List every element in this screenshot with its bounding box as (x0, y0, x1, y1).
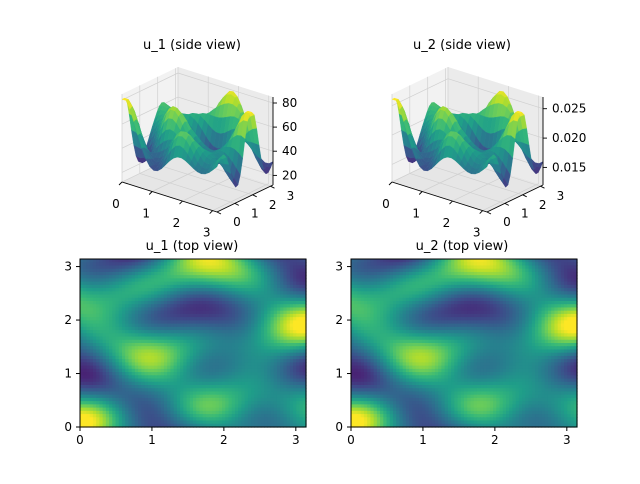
x-tick-label: 0 (112, 197, 120, 211)
y-tick-label: 0 (503, 215, 511, 229)
y-tick-mark (217, 212, 221, 214)
z-tick-label: 0.025 (552, 102, 586, 116)
x-tick-label: 3 (203, 226, 211, 240)
x-tick-mark (119, 182, 122, 185)
x-tick-label: 2 (220, 433, 228, 447)
y-tick-label: 2 (539, 198, 547, 212)
z-tick-label: 0.015 (552, 160, 586, 174)
z-tick-label: 80 (282, 96, 297, 110)
x-tick-label: 1 (412, 207, 420, 221)
y-tick-label: 1 (251, 206, 259, 220)
x-tick-label: 3 (473, 226, 481, 240)
y-tick-label: 3 (557, 189, 565, 203)
x-tick-mark (480, 211, 483, 214)
panel-title-u2-side: u_2 (side view) (413, 38, 511, 53)
x-tick-label: 2 (173, 216, 181, 230)
y-tick-label: 1 (521, 206, 529, 220)
y-tick-mark (541, 186, 545, 188)
x-tick-label: 0 (76, 433, 84, 447)
x-tick-label: 3 (292, 433, 300, 447)
y-tick-mark (271, 186, 275, 188)
z-tick-label: 40 (282, 144, 297, 158)
z-tick-label: 60 (282, 120, 297, 134)
x-tick-mark (149, 192, 152, 195)
y-tick-label: 3 (64, 260, 72, 274)
y-tick-mark (487, 212, 491, 214)
x-tick-mark (389, 182, 392, 185)
y-tick-label: 1 (64, 367, 72, 381)
y-tick-label: 3 (287, 189, 295, 203)
y-tick-mark (235, 203, 239, 205)
x-tick-label: 1 (148, 433, 156, 447)
y-tick-label: 2 (269, 198, 277, 212)
x-tick-mark (450, 201, 453, 204)
y-tick-label: 0 (233, 215, 241, 229)
y-tick-label: 2 (64, 313, 72, 327)
z-tick-label: 0.020 (552, 131, 586, 145)
x-tick-mark (180, 201, 183, 204)
y-tick-mark (505, 203, 509, 205)
x-tick-mark (210, 211, 213, 214)
y-tick-mark (253, 195, 257, 197)
panel-title-u1-side: u_1 (side view) (143, 38, 241, 53)
z-tick-label: 20 (282, 168, 297, 182)
y-tick-label: 0 (64, 420, 72, 434)
y-tick-mark (523, 195, 527, 197)
x-tick-label: 2 (443, 216, 451, 230)
x-tick-label: 1 (142, 207, 150, 221)
x-tick-mark (419, 192, 422, 195)
heatmap-u1: 0 1 2 3 0 1 2 3 (64, 259, 306, 447)
x-tick-label: 0 (382, 197, 390, 211)
